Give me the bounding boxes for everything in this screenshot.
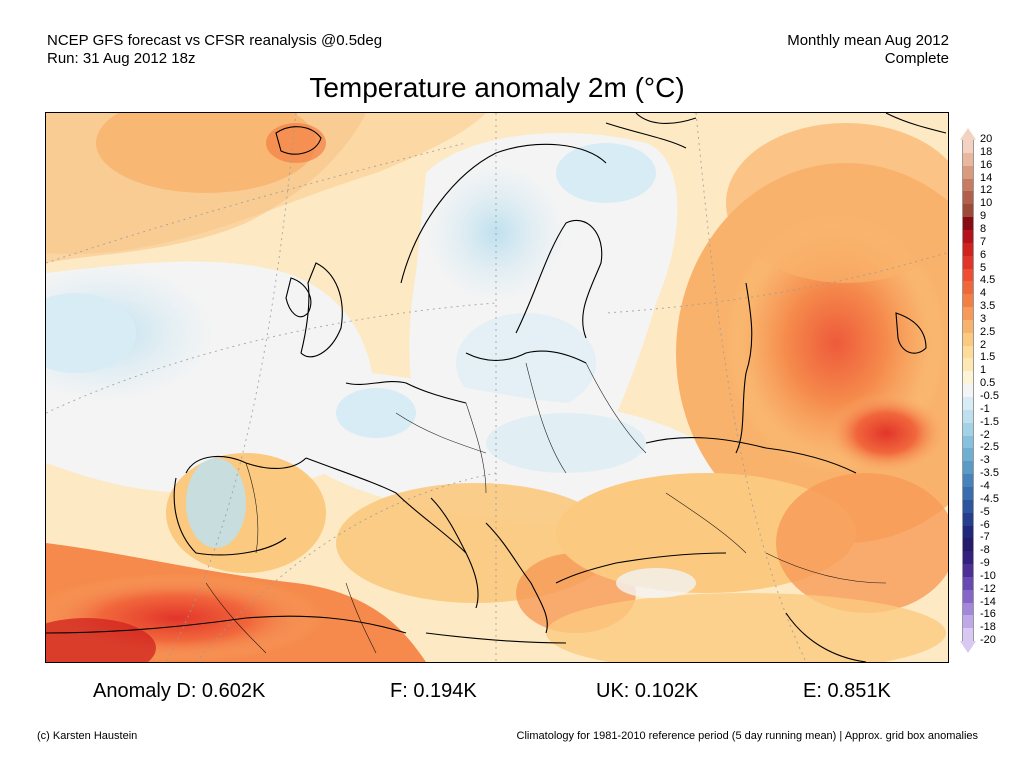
stat-e: E: 0.851K xyxy=(803,680,891,702)
status-info: Complete xyxy=(884,50,949,67)
colorbar-cell xyxy=(962,332,974,347)
legend-label: -7 xyxy=(980,531,990,544)
legend-label: 5 xyxy=(980,261,987,274)
legend-label: -4.5 xyxy=(980,492,999,505)
colorbar-cell xyxy=(962,140,974,154)
legend-label: 0.5 xyxy=(980,377,996,390)
colorbar-cell xyxy=(962,307,974,321)
colorbar-cell xyxy=(962,564,974,578)
colorbar-cell xyxy=(962,217,974,231)
legend-label: -14 xyxy=(980,595,996,608)
colorbar-cell xyxy=(962,268,974,282)
legend-label: 1.5 xyxy=(980,351,996,364)
colorbar-cell xyxy=(962,409,974,424)
legend-label: 20 xyxy=(980,133,993,145)
legend-label: -18 xyxy=(980,621,996,634)
colorbar-cell xyxy=(962,397,974,411)
colorbar-cell xyxy=(962,589,974,604)
period-info: Monthly mean Aug 2012 xyxy=(787,32,949,49)
colorbar-cell xyxy=(962,576,974,591)
legend-label: -0.5 xyxy=(980,390,999,402)
colorbar-cell xyxy=(962,152,974,167)
copyright: (c) Karsten Haustein xyxy=(37,730,138,742)
map-graphic xyxy=(46,113,948,662)
colorbar-cell xyxy=(962,615,974,629)
colorbar-cell xyxy=(962,371,974,385)
legend-label: 3 xyxy=(980,312,987,325)
legend-label: -8 xyxy=(980,544,990,557)
colorbar-cell xyxy=(962,384,974,398)
legend-label: 8 xyxy=(980,222,987,235)
colorbar-cell xyxy=(962,294,974,308)
colorbar-cell xyxy=(962,499,974,514)
legend-label: -3 xyxy=(980,454,990,467)
colorbar-cell xyxy=(962,551,974,565)
header-left: NCEP GFS forecast vs CFSR reanalysis @0.… xyxy=(47,32,382,68)
colorbar-cell xyxy=(962,345,974,359)
colorbar-cell xyxy=(962,512,974,526)
color-legend: 20 18 16 14 12 10 9 8 7 6 5 4.5 4 3.5 3 2.5 2 1.5 1 0.5 -0.5… xyxy=(958,128,1024,654)
colorbar-cell xyxy=(962,486,974,501)
legend-label: -3.5 xyxy=(980,467,999,480)
colorbar-cell xyxy=(962,281,974,295)
legend-label: 7 xyxy=(980,235,987,248)
colorbar-cell xyxy=(962,165,974,180)
anomaly-map xyxy=(45,112,949,663)
colorbar-cell xyxy=(962,178,974,192)
legend-label: -4 xyxy=(980,479,990,492)
colorbar-cell xyxy=(962,229,974,244)
legend-label: 2 xyxy=(980,338,987,351)
colorbar-cell xyxy=(962,448,974,462)
legend-label: -9 xyxy=(980,557,990,570)
legend-label: 14 xyxy=(980,171,993,184)
colorbar-top-arrow xyxy=(960,128,976,140)
legend-label: -1.5 xyxy=(980,415,999,428)
colorbar-cell xyxy=(962,319,974,334)
legend-label: -6 xyxy=(980,518,990,531)
legend-label: -5 xyxy=(980,505,990,518)
legend-label: -20 xyxy=(980,634,996,647)
colorbar-cell xyxy=(962,435,974,449)
legend-label: 1 xyxy=(980,364,987,377)
legend-label: -2.5 xyxy=(980,441,999,454)
legend-label: -10 xyxy=(980,569,996,582)
stat-f: F: 0.194K xyxy=(390,680,477,702)
legend-label: -2 xyxy=(980,428,990,441)
stat-uk: UK: 0.102K xyxy=(596,680,699,702)
colorbar-cell xyxy=(962,191,974,205)
legend-label: 6 xyxy=(980,248,987,261)
legend-label: 2.5 xyxy=(980,325,996,338)
climatology-note: Climatology for 1981-2010 reference peri… xyxy=(516,730,978,742)
legend-label: -1 xyxy=(980,402,990,415)
colorbar xyxy=(960,128,976,654)
colorbar-cell xyxy=(962,358,974,372)
colorbar-cell xyxy=(962,422,974,437)
stat-anomaly-d: Anomaly D: 0.602K xyxy=(93,680,266,702)
legend-label: 12 xyxy=(980,184,993,197)
colorbar-cell xyxy=(962,538,974,552)
legend-label: -12 xyxy=(980,582,996,595)
header-right: Monthly mean Aug 2012 Complete xyxy=(787,32,949,68)
run-info: Run: 31 Aug 2012 18z xyxy=(47,50,196,67)
legend-label: 16 xyxy=(980,158,993,171)
colorbar-bottom-arrow xyxy=(960,641,976,654)
model-info: NCEP GFS forecast vs CFSR reanalysis @0.… xyxy=(47,32,383,49)
legend-label: 3.5 xyxy=(980,300,996,313)
colorbar-cell xyxy=(962,242,974,257)
legend-label: 18 xyxy=(980,145,993,158)
colorbar-cell xyxy=(962,204,974,218)
legend-label: 4 xyxy=(980,287,987,300)
legend-label: 4.5 xyxy=(980,274,996,287)
legend-label: 9 xyxy=(980,210,987,223)
legend-label: 10 xyxy=(980,197,993,210)
legend-label: -16 xyxy=(980,608,996,621)
map-title: Temperature anomaly 2m (°C) xyxy=(309,72,685,103)
colorbar-cell xyxy=(962,602,974,616)
colorbar-cell xyxy=(962,525,974,539)
colorbar-cell xyxy=(962,255,974,269)
colorbar-cell xyxy=(962,628,974,642)
colorbar-cell xyxy=(962,474,974,488)
colorbar-cell xyxy=(962,461,974,475)
